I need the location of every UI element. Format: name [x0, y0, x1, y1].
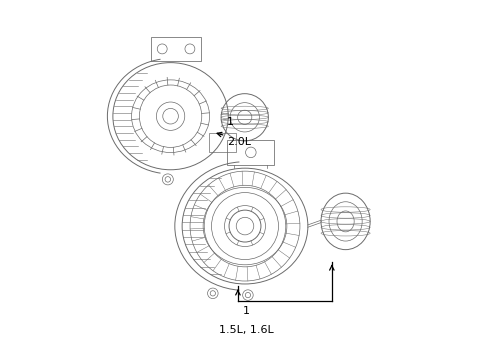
Text: 1: 1 — [227, 117, 234, 127]
Text: 1: 1 — [243, 306, 250, 316]
Text: 2.0L: 2.0L — [227, 138, 251, 148]
Text: 1.5L, 1.6L: 1.5L, 1.6L — [220, 325, 274, 335]
